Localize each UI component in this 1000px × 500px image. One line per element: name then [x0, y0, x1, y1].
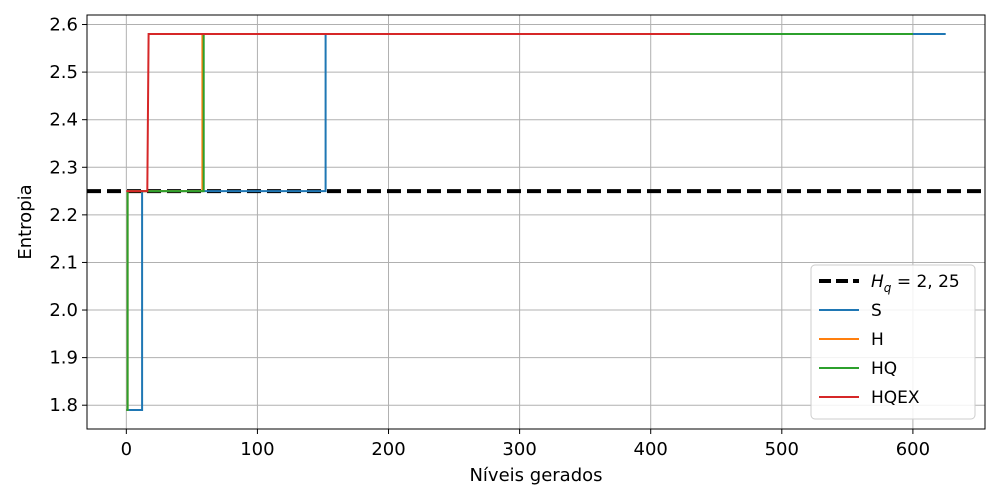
legend-box [810, 264, 976, 420]
x-tick-label: 500 [765, 439, 799, 460]
y-tick-label: 2.4 [49, 110, 78, 131]
y-tick-label: 2.1 [49, 252, 78, 273]
legend-label-s: S [871, 301, 882, 321]
ticks: 0 100 200 300 400 500 600 1.8 1.9 2.0 2.1 2.2 2.3 2.4… [49, 15, 930, 460]
y-tick-label: 2.3 [49, 157, 78, 178]
y-tick-label: 1.8 [49, 395, 78, 416]
legend-label-reference: Hq = 2, 25 [871, 272, 960, 295]
y-tick-label: 1.9 [49, 348, 78, 369]
y-tick-label: 2.2 [49, 205, 78, 226]
plot-lines [87, 33, 985, 411]
legend-label-hqex: HQEX [871, 388, 920, 408]
y-tick-label: 2.0 [49, 300, 78, 321]
x-tick-label: 600 [896, 439, 930, 460]
y-axis-label: Entropia [15, 184, 36, 259]
y-tick-label: 2.5 [49, 62, 78, 83]
y-tick-label: 2.6 [49, 15, 78, 36]
legend-label-h: H [871, 330, 884, 350]
x-axis-label: Níveis gerados [469, 465, 602, 486]
legend-label-hq: HQ [871, 359, 897, 379]
legend: Hq = 2, 25 SH HQ HQEX [810, 264, 976, 420]
x-tick-label: 400 [634, 439, 668, 460]
x-tick-label: 0 [121, 439, 132, 460]
series-line-hqex [126, 33, 690, 193]
x-tick-label: 200 [371, 439, 405, 460]
plot-frame [86, 14, 986, 430]
x-tick-label: 100 [240, 439, 274, 460]
series-line-h [126, 33, 808, 411]
x-tick-label: 300 [502, 439, 536, 460]
